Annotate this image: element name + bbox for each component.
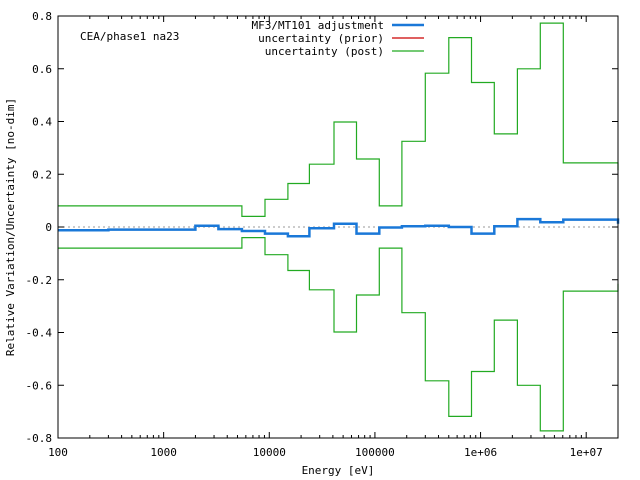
series-layer	[58, 22, 620, 432]
y-tick-label: -0.4	[26, 327, 53, 340]
chart-annotation: CEA/phase1 na23	[80, 30, 179, 43]
y-tick-label: -0.8	[26, 432, 53, 445]
x-tick-label: 100000	[355, 446, 395, 459]
x-axis-label: Energy [eV]	[302, 464, 375, 477]
legend-label: MF3/MT101 adjustment	[252, 19, 384, 32]
x-tick-label: 10000	[253, 446, 286, 459]
y-tick-label: 0.6	[32, 63, 52, 76]
x-tick-label: 1e+07	[570, 446, 603, 459]
legend-label: uncertainty (post)	[265, 45, 384, 58]
x-tick-label: 100	[48, 446, 68, 459]
legend-label: uncertainty (prior)	[258, 32, 384, 45]
y-tick-label: -0.6	[26, 379, 53, 392]
series-uncertainty-post-upper	[58, 22, 619, 217]
y-tick-label: 0.4	[32, 116, 52, 129]
y-tick-label: 0.2	[32, 168, 52, 181]
x-tick-label: 1e+06	[464, 446, 497, 459]
y-tick-label: 0	[45, 221, 52, 234]
y-axis-label: Relative Variation/Uncertainty [no-dim]	[4, 98, 17, 356]
y-tick-label: 0.8	[32, 10, 52, 23]
ticks-layer	[57, 15, 619, 439]
series-mf3-mt101-adjustment	[58, 217, 620, 238]
x-tick-label: 1000	[150, 446, 177, 459]
series-uncertainty-post-lower	[58, 237, 619, 432]
y-tick-label: -0.2	[26, 274, 53, 287]
